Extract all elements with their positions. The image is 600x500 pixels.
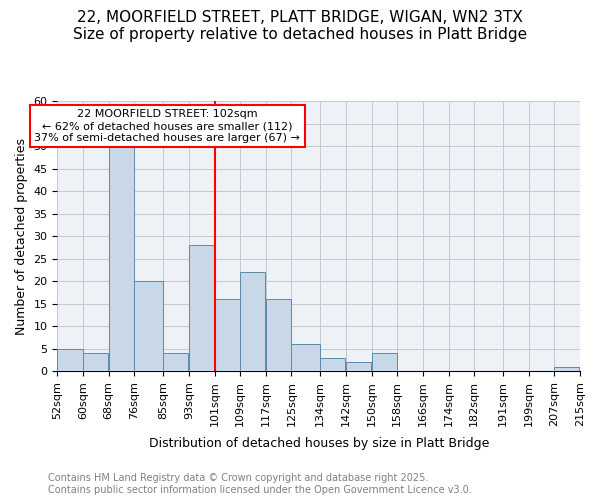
Bar bbox=[292, 344, 320, 371]
Bar bbox=[109, 146, 134, 371]
X-axis label: Distribution of detached houses by size in Platt Bridge: Distribution of detached houses by size … bbox=[149, 437, 489, 450]
Bar bbox=[134, 281, 163, 371]
Text: 22, MOORFIELD STREET, PLATT BRIDGE, WIGAN, WN2 3TX
Size of property relative to : 22, MOORFIELD STREET, PLATT BRIDGE, WIGA… bbox=[73, 10, 527, 42]
Bar bbox=[83, 353, 108, 371]
Bar bbox=[189, 246, 214, 371]
Text: Contains HM Land Registry data © Crown copyright and database right 2025.
Contai: Contains HM Land Registry data © Crown c… bbox=[48, 474, 472, 495]
Bar bbox=[320, 358, 346, 371]
Bar bbox=[58, 348, 83, 371]
Y-axis label: Number of detached properties: Number of detached properties bbox=[15, 138, 28, 335]
Bar bbox=[346, 362, 371, 371]
Bar bbox=[215, 299, 239, 371]
Text: 22 MOORFIELD STREET: 102sqm
← 62% of detached houses are smaller (112)
37% of se: 22 MOORFIELD STREET: 102sqm ← 62% of det… bbox=[34, 110, 300, 142]
Bar bbox=[554, 366, 580, 371]
Bar bbox=[371, 353, 397, 371]
Bar bbox=[266, 299, 291, 371]
Bar bbox=[163, 353, 188, 371]
Bar bbox=[240, 272, 265, 371]
